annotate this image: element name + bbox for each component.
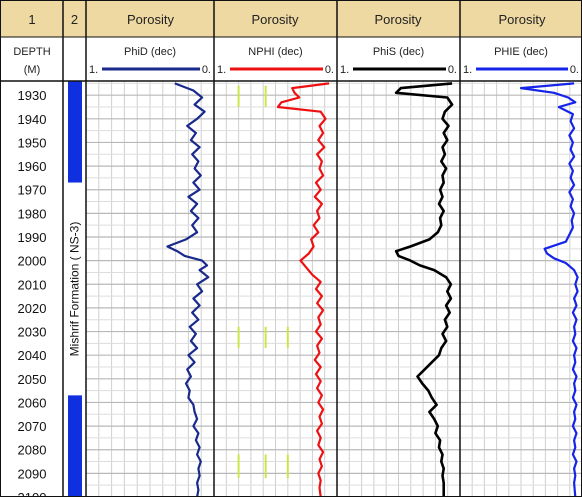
track-title-nphi: Porosity (252, 12, 299, 27)
depth-tick-2080: 2080 (18, 443, 47, 458)
depth-tick-2050: 2050 (18, 372, 47, 387)
depth-tick-2000: 2000 (18, 254, 47, 269)
scale-left-phid: 1. (89, 64, 98, 76)
formation-label: Mishrif Formation ( NS-3) (68, 222, 82, 357)
track-title-phid: Porosity (127, 12, 174, 27)
track-number-2: 2 (71, 12, 78, 27)
curve-name-phie: PHIE (dec) (494, 46, 548, 58)
track-title-phis: Porosity (375, 12, 422, 27)
depth-tick-2070: 2070 (18, 419, 47, 434)
depth-tick-2060: 2060 (18, 395, 47, 410)
depth-unit: (M) (24, 64, 41, 76)
curve-name-phid: PhiD (dec) (124, 46, 176, 58)
scale-left-phie: 1. (463, 64, 472, 76)
curve-name-nphi: NPHI (dec) (248, 46, 302, 58)
depth-tick-2010: 2010 (18, 277, 47, 292)
depth-tick-2020: 2020 (18, 301, 47, 316)
scale-right-phie: 0. (570, 64, 579, 76)
header-title-band (0, 0, 582, 37)
depth-tick-2040: 2040 (18, 348, 47, 363)
curve-headers: PhiD (dec) 1. 0. NPHI (dec) 1. 0. PhiS (dec) 1.… (89, 46, 579, 76)
depth-tick-2100: 2100 (18, 490, 47, 497)
formation-zone-0 (68, 81, 82, 183)
depth-tick-1960: 1960 (18, 159, 47, 174)
depth-tick-1990: 1990 (18, 230, 47, 245)
formation-zone-2 (68, 395, 82, 497)
scale-left-nphi: 1. (217, 64, 226, 76)
curve-phid (166, 82, 210, 497)
formation-zone-1 (68, 182, 82, 396)
track-title-phie: Porosity (499, 12, 546, 27)
scale-left-phis: 1. (340, 64, 349, 76)
log-curves (166, 82, 579, 497)
depth-tick-1950: 1950 (18, 135, 47, 150)
depth-tick-labels: 1930 1940 1950 1960 1970 1980 1990 2000 2010 2020… (18, 88, 47, 497)
track-grids (86, 81, 582, 497)
header-unit-band (0, 37, 582, 81)
curve-name-phis: PhiS (dec) (373, 46, 424, 58)
depth-label: DEPTH (13, 46, 50, 58)
depth-tick-2090: 2090 (18, 466, 47, 481)
scale-right-phid: 0. (202, 64, 211, 76)
depth-tick-1940: 1940 (18, 112, 47, 127)
curve-phis (394, 82, 454, 497)
scale-right-phis: 0. (448, 64, 457, 76)
curve-phie (519, 82, 579, 497)
nphi-flags (237, 85, 289, 479)
scale-right-nphi: 0. (325, 64, 334, 76)
depth-tick-1970: 1970 (18, 183, 47, 198)
track-number-1: 1 (28, 12, 35, 27)
depth-tick-2030: 2030 (18, 325, 47, 340)
formation-zones (68, 81, 82, 497)
depth-tick-1980: 1980 (18, 206, 47, 221)
depth-tick-1930: 1930 (18, 88, 47, 103)
curve-nphi (276, 82, 330, 497)
